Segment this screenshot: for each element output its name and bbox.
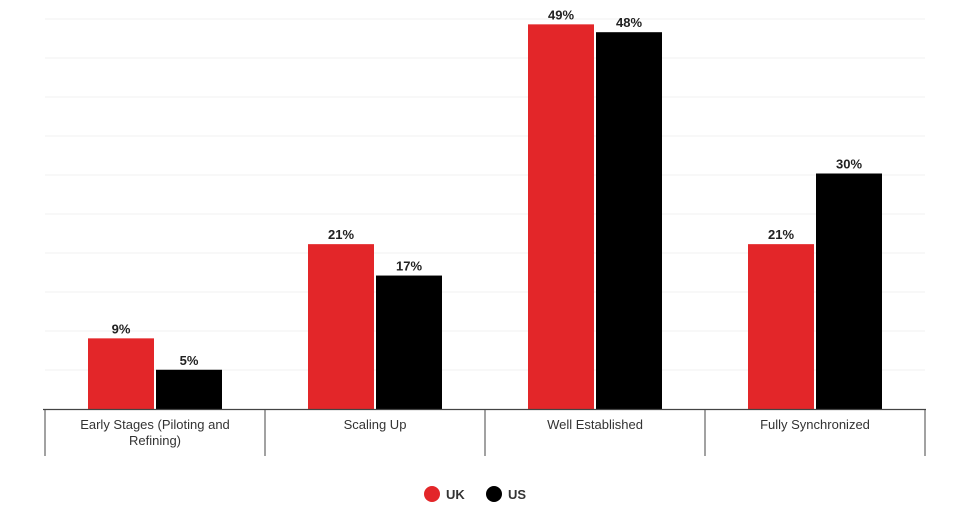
x-tick-label: Scaling Up bbox=[344, 417, 407, 432]
x-tick-label: Fully Synchronized bbox=[760, 417, 870, 432]
data-label: 5% bbox=[180, 353, 199, 368]
bar-uk-2 bbox=[528, 24, 594, 409]
x-axis: Early Stages (Piloting and Refining) Scali… bbox=[43, 408, 926, 456]
data-label: 21% bbox=[328, 227, 354, 242]
legend-label: US bbox=[508, 487, 526, 502]
legend: UK US bbox=[424, 486, 526, 502]
bar-us-3 bbox=[816, 173, 882, 409]
bars: 9% 5% 21% 17% 49% 48% 21% 30% bbox=[88, 7, 882, 409]
bar-us-1 bbox=[376, 275, 442, 409]
data-label: 30% bbox=[836, 157, 862, 172]
bar-us-2 bbox=[596, 32, 662, 409]
x-tick-label: Early Stages (Piloting and Refining) bbox=[80, 417, 230, 448]
legend-label: UK bbox=[446, 487, 465, 502]
data-label: 9% bbox=[112, 321, 131, 336]
x-tick-label: Well Established bbox=[547, 417, 643, 432]
data-label: 17% bbox=[396, 259, 422, 274]
bar-us-0 bbox=[156, 369, 222, 409]
bar-uk-1 bbox=[308, 244, 374, 409]
data-label: 49% bbox=[548, 7, 574, 22]
legend-marker-us bbox=[486, 486, 502, 502]
legend-marker-uk bbox=[424, 486, 440, 502]
data-label: 48% bbox=[616, 15, 642, 30]
data-label: 21% bbox=[768, 227, 794, 242]
bar-uk-3 bbox=[748, 244, 814, 409]
bar-uk-0 bbox=[88, 338, 154, 409]
gridlines bbox=[45, 18, 925, 371]
